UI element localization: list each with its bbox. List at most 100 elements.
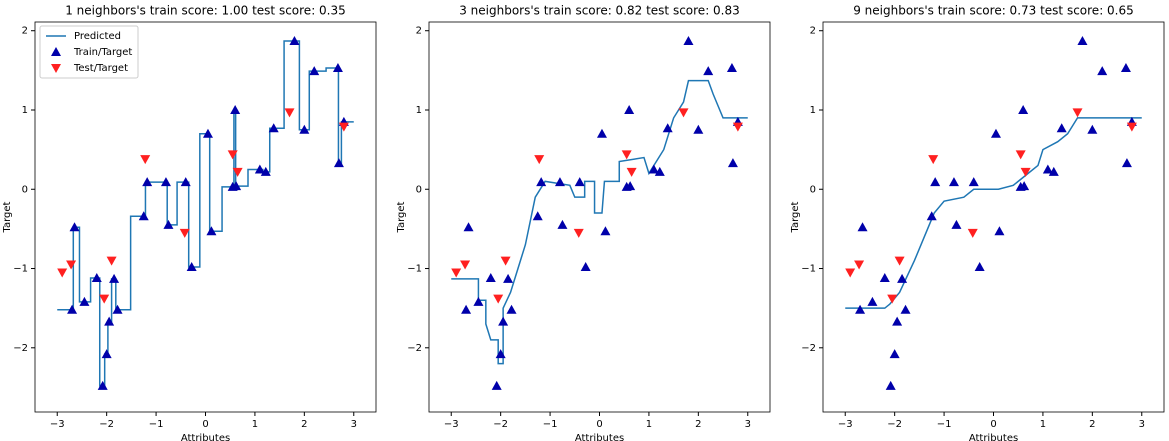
train-point	[703, 66, 714, 76]
train-point	[930, 177, 941, 187]
y-tick-label: −2	[13, 343, 28, 354]
train-point	[333, 158, 344, 168]
x-tick-label: 1	[1040, 419, 1046, 430]
train-point	[332, 62, 343, 72]
test-point	[66, 260, 77, 270]
train-point	[554, 177, 565, 187]
legend-label: Predicted	[74, 31, 121, 42]
x-tick-label: −2	[887, 419, 902, 430]
train-point	[461, 304, 472, 314]
legend-label: Test/Target	[73, 63, 128, 74]
train-point	[951, 219, 962, 229]
x-tick-label: 3	[745, 419, 751, 430]
train-point	[206, 226, 217, 236]
test-point	[451, 268, 462, 278]
x-axis-label: Attributes	[969, 433, 1018, 441]
x-tick-label: −3	[444, 419, 459, 430]
x-tick-label: −1	[149, 419, 164, 430]
x-tick-label: 2	[695, 419, 701, 430]
x-tick-label: 3	[351, 419, 357, 430]
test-point	[140, 155, 151, 165]
y-tick-label: 2	[810, 26, 816, 37]
test-point	[732, 122, 743, 132]
test-point	[57, 268, 68, 278]
train-point	[491, 380, 502, 390]
test-point	[493, 294, 504, 304]
train-point	[1121, 158, 1132, 168]
train-point	[463, 222, 474, 232]
y-tick-label: 2	[22, 26, 28, 37]
y-tick-label: −1	[13, 264, 28, 275]
x-tick-label: −3	[838, 419, 853, 430]
test-point	[845, 268, 856, 278]
train-point	[112, 304, 123, 314]
train-point	[485, 273, 496, 283]
x-tick-label: −1	[543, 419, 558, 430]
y-tick-label: −2	[407, 343, 422, 354]
train-point	[230, 104, 241, 114]
plot-frame	[822, 21, 1165, 413]
train-point	[994, 226, 1005, 236]
train-point	[1019, 181, 1030, 191]
train-point	[180, 177, 191, 187]
test-point	[678, 108, 689, 118]
train-point	[104, 316, 115, 326]
test-point	[232, 167, 243, 177]
train-point	[268, 123, 279, 133]
test-point	[626, 167, 637, 177]
train-point	[885, 380, 896, 390]
train-point	[1042, 164, 1053, 174]
train-point	[892, 316, 903, 326]
train-point	[855, 304, 866, 314]
train-point	[648, 164, 659, 174]
test-point	[99, 294, 110, 304]
train-point	[101, 349, 112, 359]
train-point	[1018, 104, 1029, 114]
train-point	[974, 261, 985, 271]
y-tick-label: 0	[810, 184, 816, 195]
y-tick-label: 0	[22, 184, 28, 195]
y-tick-label: 1	[416, 105, 422, 116]
x-tick-label: −3	[50, 419, 65, 430]
train-point	[580, 261, 591, 271]
train-point	[163, 219, 174, 229]
test-point	[179, 228, 190, 238]
y-tick-label: 2	[416, 26, 422, 37]
x-tick-label: 1	[646, 419, 652, 430]
legend-key	[51, 47, 61, 56]
train-point	[254, 164, 265, 174]
x-axis-label: Attributes	[575, 433, 624, 441]
test-point	[500, 256, 511, 266]
train-point	[79, 296, 90, 306]
train-point	[867, 296, 878, 306]
train-point	[726, 62, 737, 72]
test-point	[106, 256, 117, 266]
train-point	[926, 211, 937, 221]
train-point	[1087, 124, 1098, 134]
legend-box	[39, 25, 139, 79]
train-point	[97, 380, 108, 390]
chart-title: 3 neighbors's train score: 0.82 test sco…	[459, 4, 740, 18]
train-point	[683, 36, 694, 46]
train-point	[186, 261, 197, 271]
train-point	[91, 273, 102, 283]
train-point	[879, 273, 890, 283]
chart-title: 1 neighbors's train score: 1.00 test sco…	[65, 4, 346, 18]
train-point	[990, 128, 1001, 138]
x-tick-label: −2	[493, 419, 508, 430]
train-point	[600, 226, 611, 236]
train-point	[109, 273, 120, 283]
train-point	[727, 158, 738, 168]
train-point	[503, 273, 514, 283]
test-point	[1020, 167, 1031, 177]
x-tick-label: 1	[252, 419, 258, 430]
train-point	[1097, 66, 1108, 76]
x-axis-label: Attributes	[181, 433, 230, 441]
x-tick-label: −2	[99, 419, 114, 430]
train-point	[1077, 36, 1088, 46]
x-tick-label: −1	[937, 419, 952, 430]
chart-title: 9 neighbors's train score: 0.73 test sco…	[853, 4, 1134, 18]
train-point	[968, 177, 979, 187]
train-point	[574, 177, 585, 187]
